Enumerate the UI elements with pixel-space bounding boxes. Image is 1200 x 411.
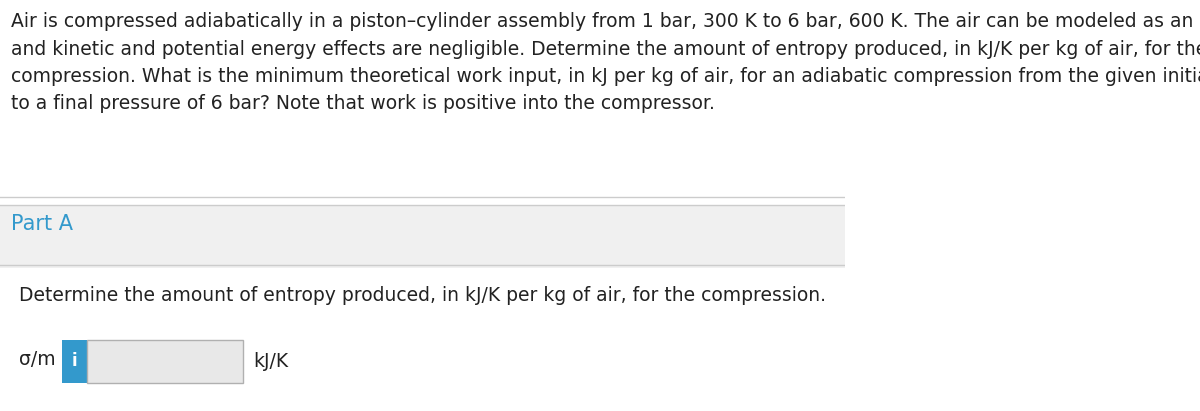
FancyBboxPatch shape xyxy=(0,206,845,411)
Text: Determine the amount of entropy produced, in kJ/K per kg of air, for the compres: Determine the amount of entropy produced… xyxy=(18,286,826,305)
Text: Air is compressed adiabatically in a piston–cylinder assembly from 1 bar, 300 K : Air is compressed adiabatically in a pis… xyxy=(11,12,1200,113)
Text: σ/m =: σ/m = xyxy=(18,350,77,369)
Text: Part A: Part A xyxy=(11,214,73,234)
FancyBboxPatch shape xyxy=(61,340,88,383)
Text: kJ/K: kJ/K xyxy=(253,352,289,371)
Text: i: i xyxy=(72,353,77,370)
FancyBboxPatch shape xyxy=(88,340,244,383)
FancyBboxPatch shape xyxy=(0,268,845,411)
